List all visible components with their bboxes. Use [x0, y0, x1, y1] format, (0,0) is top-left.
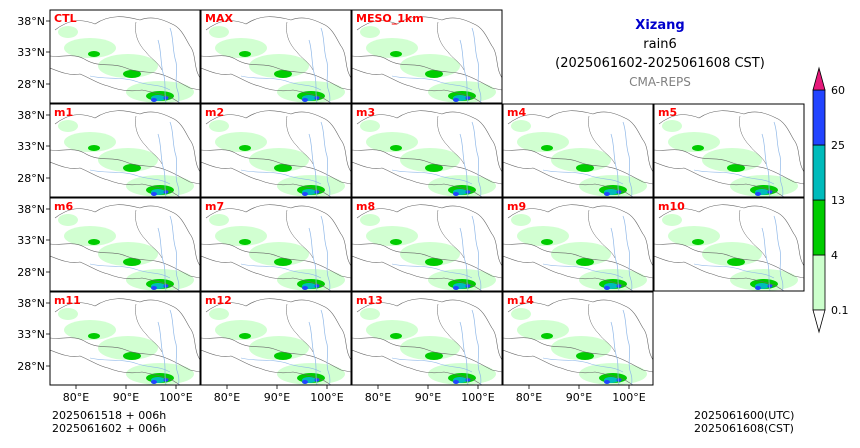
colorbar-segment [812, 89, 826, 146]
init-time-cst: 2025061602 + 006h [52, 422, 167, 435]
lon-tick-label: 80°E [63, 391, 89, 404]
map-panel-m9: m9 [502, 197, 654, 292]
valid-time-utc: 2025061600(UTC) [694, 409, 795, 422]
map-panel-m7: m7 [200, 197, 352, 292]
panel-label: m7 [205, 200, 224, 213]
panel-label: CTL [54, 12, 77, 25]
lat-tick-label: 38°N [17, 297, 45, 310]
lon-tick-label: 100°E [612, 391, 645, 404]
map-panel-m13: m13 [351, 291, 503, 386]
lon-tick-label: 100°E [159, 391, 192, 404]
lat-tick-label: 38°N [17, 109, 45, 122]
lon-tick-label: 100°E [310, 391, 343, 404]
map-panel-m6: m6 [49, 197, 201, 292]
lon-tick-label: 90°E [566, 391, 592, 404]
panel-label: m9 [507, 200, 526, 213]
panel-label: m2 [205, 106, 224, 119]
model-name: CMA-REPS [629, 75, 691, 89]
colorbar-segment [812, 144, 826, 201]
colorbar-level-label: 4 [831, 249, 838, 262]
variable-name: rain6 [643, 37, 677, 52]
axes-layer: 38°N 33°N 28°N 38°N 33°N 28°N 38°N 33°N 28°N 38°N… [17, 15, 646, 404]
panel-label: m5 [658, 106, 677, 119]
colorbar-segment [812, 199, 826, 256]
colorbar-level-label: 0.1 [831, 304, 849, 317]
map-panel-MESO_1km: MESO_1km [351, 9, 503, 104]
region-title: Xizang [635, 18, 685, 33]
colorbar-segment [812, 254, 826, 311]
map-panel-m8: m8 [351, 197, 503, 292]
map-panel-m14: m14 [502, 291, 654, 386]
map-panel-m3: m3 [351, 103, 503, 198]
panel-label: m12 [205, 294, 232, 307]
panels-layer: CTL MAX MESO_1km m1 m2 m3 m4 m5 m6 m7 m8 m9 m10 m11 m1… [49, 9, 805, 386]
lat-tick-label: 33°N [17, 140, 45, 153]
init-time-block: 2025061518 + 006h 2025061602 + 006h [52, 409, 166, 435]
lon-tick-label: 80°E [516, 391, 542, 404]
panel-label: m13 [356, 294, 383, 307]
map-panel-m11: m11 [49, 291, 201, 386]
lon-tick-label: 90°E [113, 391, 139, 404]
panel-label: MESO_1km [356, 12, 424, 25]
map-panel-m5: m5 [653, 103, 805, 198]
panel-label: m3 [356, 106, 375, 119]
map-panel-m12: m12 [200, 291, 352, 386]
lat-tick-label: 38°N [17, 15, 45, 28]
colorbar-max-extend [812, 66, 826, 91]
panel-label: m14 [507, 294, 534, 307]
map-panel-m2: m2 [200, 103, 352, 198]
map-panel-MAX: MAX [200, 9, 352, 104]
panel-label: m1 [54, 106, 73, 119]
lon-tick-label: 90°E [264, 391, 290, 404]
lat-tick-label: 28°N [17, 172, 45, 185]
lon-tick-label: 90°E [415, 391, 441, 404]
colorbar-level-label: 13 [831, 194, 845, 207]
lon-tick-label: 80°E [214, 391, 240, 404]
lat-tick-label: 28°N [17, 360, 45, 373]
lat-tick-label: 33°N [17, 328, 45, 341]
map-panel-CTL: CTL [49, 9, 201, 104]
map-panel-m1: m1 [49, 103, 201, 198]
map-panel-m4: m4 [502, 103, 654, 198]
colorbar-level-label: 60 [831, 84, 845, 97]
map-panel-m10: m10 [653, 197, 805, 292]
lat-tick-label: 33°N [17, 234, 45, 247]
colorbar: 0.1 4 13 25 60 [812, 66, 849, 334]
panel-label: m8 [356, 200, 375, 213]
lat-tick-label: 28°N [17, 78, 45, 91]
init-time-utc: 2025061518 + 006h [52, 409, 167, 422]
lon-tick-label: 100°E [461, 391, 494, 404]
lat-tick-label: 28°N [17, 266, 45, 279]
panel-label: m4 [507, 106, 526, 119]
panel-label: m6 [54, 200, 73, 213]
colorbar-level-label: 25 [831, 139, 845, 152]
colorbar-min-extend [812, 309, 826, 334]
lon-tick-label: 80°E [365, 391, 391, 404]
lat-tick-label: 38°N [17, 203, 45, 216]
valid-time-block: 2025061600(UTC) 2025061608(CST) [694, 409, 794, 435]
panel-label: MAX [205, 12, 233, 25]
lat-tick-label: 33°N [17, 46, 45, 59]
panel-label: m11 [54, 294, 81, 307]
valid-time-cst: 2025061608(CST) [694, 422, 794, 435]
title-block: Xizang rain6 (2025061602-2025061608 CST)… [520, 18, 800, 89]
valid-period: (2025061602-2025061608 CST) [555, 56, 765, 71]
panel-label: m10 [658, 200, 685, 213]
